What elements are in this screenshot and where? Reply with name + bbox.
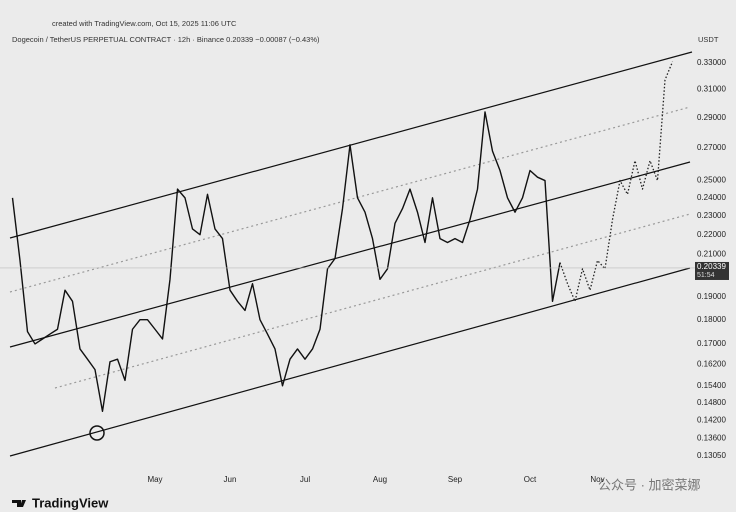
channel-lower xyxy=(9,267,691,457)
channel-upper xyxy=(9,51,693,239)
x-tick-label: Nov xyxy=(590,475,604,484)
y-tick-label: 0.27000 xyxy=(697,143,726,152)
y-tick-label: 0.13600 xyxy=(697,434,726,443)
x-tick-label: May xyxy=(147,475,162,484)
y-tick-label: 0.17000 xyxy=(697,339,726,348)
y-tick-label: 0.29000 xyxy=(697,113,726,122)
channel-quarter xyxy=(9,106,691,293)
channel xyxy=(9,51,693,457)
price-line xyxy=(11,111,561,413)
y-tick-label: 0.14800 xyxy=(697,398,726,407)
x-tick-label: Oct xyxy=(524,475,537,484)
y-tick-label: 0.13050 xyxy=(697,451,726,460)
y-tick-label: 0.33000 xyxy=(697,58,726,67)
y-tick-label: 0.31000 xyxy=(697,85,726,94)
x-tick-label: Jun xyxy=(224,475,237,484)
x-tick-label: Aug xyxy=(373,475,387,484)
y-tick-label: 0.16200 xyxy=(697,359,726,368)
y-tick-label: 0.22000 xyxy=(697,230,726,239)
x-tick-label: Jul xyxy=(300,475,310,484)
brand-icon xyxy=(12,500,26,507)
y-tick-label: 0.15400 xyxy=(697,381,726,390)
y-tick-label: 0.19000 xyxy=(697,292,726,301)
y-tick-label: 0.23000 xyxy=(697,211,726,220)
x-tick-label: Sep xyxy=(448,475,463,484)
price-tag-value: 0.20339 xyxy=(697,262,726,271)
y-tick-label: 0.24000 xyxy=(697,193,726,202)
watermark: 公众号 · 加密菜娜 xyxy=(598,477,701,492)
y-tick-label: 0.14200 xyxy=(697,415,726,424)
channel-middle xyxy=(9,161,691,348)
y-tick-label: 0.18000 xyxy=(697,315,726,324)
y-tick-label: 0.25000 xyxy=(697,176,726,185)
chart-title: Dogecoin / TetherUS PERPETUAL CONTRACT ·… xyxy=(12,35,320,44)
price-tag xyxy=(695,261,729,280)
brand: TradingView xyxy=(32,495,109,510)
credit: created with TradingView.com, Oct 15, 20… xyxy=(52,19,237,28)
countdown: 51:54 xyxy=(697,272,715,279)
y-axis-label: USDT xyxy=(698,35,719,44)
y-tick-label: 0.21000 xyxy=(697,250,726,259)
marker-circle xyxy=(89,425,105,441)
